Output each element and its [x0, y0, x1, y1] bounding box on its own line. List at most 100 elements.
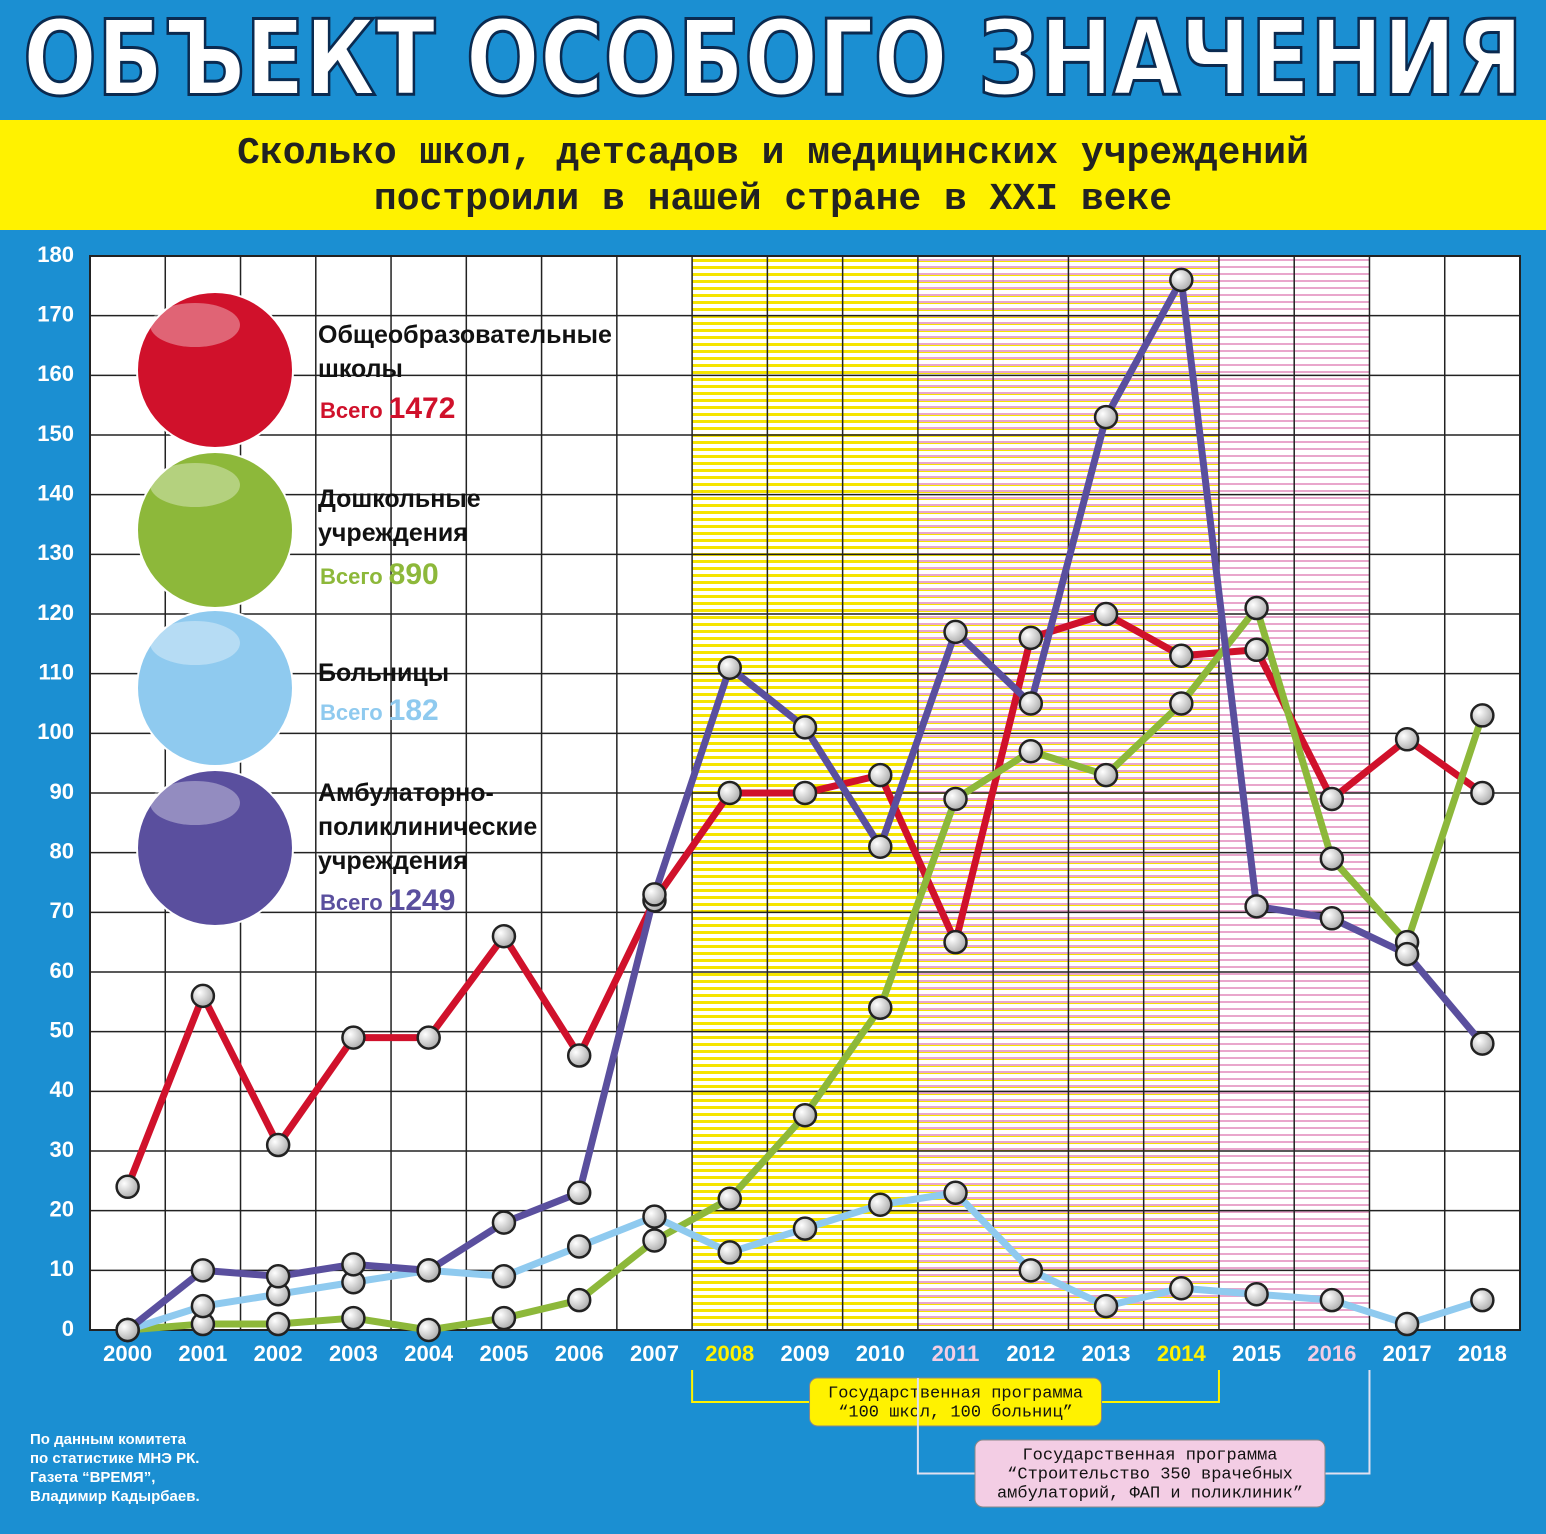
legend-label: Больницы — [318, 659, 450, 687]
data-point — [115, 1174, 140, 1200]
legend-name-box: Больницы — [318, 659, 450, 687]
legend-icon-shine — [150, 781, 240, 825]
subtitle-band — [0, 120, 1546, 230]
data-point — [1394, 1311, 1420, 1337]
data-point — [1244, 637, 1269, 663]
data-point — [190, 983, 216, 1009]
program-box — [974, 1439, 1326, 1508]
data-point — [566, 1287, 592, 1313]
data-point — [1093, 404, 1119, 430]
program-bracket — [691, 1370, 1220, 1403]
legend-total-value: 890 — [389, 558, 439, 591]
source-note: Газета “ВРЕМЯ”, — [30, 1469, 155, 1486]
data-point — [1169, 267, 1194, 293]
program-label: Государственная программа — [828, 1384, 1083, 1403]
data-point — [566, 1234, 592, 1259]
data-point — [1244, 894, 1269, 919]
legend-icon — [136, 609, 294, 767]
legend-total-label: Всего — [320, 398, 383, 423]
y-tick-label: 70 — [50, 898, 74, 923]
y-tick-label: 10 — [50, 1256, 74, 1281]
source-note: по статистике МНЭ РК. — [30, 1450, 199, 1467]
y-tick-label: 30 — [50, 1137, 74, 1162]
legend-name-box: Дошкольные учреждения — [318, 485, 481, 547]
program-label: “Строительство 350 врачебных — [1007, 1465, 1293, 1484]
source-note: По данным комитета — [30, 1431, 187, 1448]
data-point — [792, 1102, 818, 1128]
legend-label: Общеобразовательные школы — [318, 321, 612, 383]
data-point — [717, 1186, 742, 1211]
x-tick-label: 2000 — [103, 1341, 152, 1366]
program-box — [809, 1377, 1103, 1427]
data-point — [566, 1043, 592, 1068]
data-point — [642, 1204, 667, 1229]
data-point — [416, 1317, 441, 1343]
data-point — [1018, 691, 1044, 716]
chart-title: ОБЪЕКТ ОСОБОГО ЗНАЧЕНИЯ — [23, 0, 1523, 119]
y-tick-label: 170 — [37, 301, 74, 326]
y-tick-label: 140 — [37, 480, 74, 505]
y-tick-label: 80 — [50, 838, 74, 863]
data-point — [1244, 1281, 1269, 1307]
data-point — [1169, 1275, 1194, 1301]
legend-total-label: Всего — [320, 564, 383, 589]
data-point — [943, 929, 968, 955]
data-point — [642, 1228, 667, 1253]
legend-icon-shine — [150, 303, 240, 347]
data-point — [1093, 762, 1119, 788]
data-point — [491, 923, 517, 949]
x-tick-label: 2015 — [1232, 1341, 1281, 1366]
subtitle: построили в нашей стране в XXI веке — [374, 178, 1172, 221]
data-point — [868, 762, 893, 788]
y-tick-label: 100 — [37, 719, 74, 744]
legend-total-label: Всего — [320, 890, 383, 915]
x-tick-label: 2005 — [479, 1341, 528, 1366]
data-point — [341, 1025, 366, 1050]
data-point — [1470, 703, 1495, 728]
y-tick-label: 180 — [37, 242, 74, 267]
data-point — [265, 1132, 291, 1158]
y-tick-label: 90 — [50, 779, 74, 804]
data-point — [115, 1317, 140, 1343]
plot-frame — [89, 255, 1521, 1331]
y-tick-label: 40 — [50, 1077, 74, 1102]
y-tick-label: 20 — [50, 1196, 74, 1221]
legend-name-box: Амбулаторно-поликлинические учреждения — [318, 779, 537, 875]
y-tick-label: 160 — [37, 361, 74, 386]
data-point — [868, 1192, 893, 1217]
legend-total-value: 182 — [389, 694, 439, 727]
x-tick-label: 2008 — [705, 1341, 754, 1366]
data-point — [943, 786, 968, 812]
data-point — [792, 1216, 818, 1241]
data-point — [792, 715, 818, 740]
data-point — [1394, 941, 1420, 967]
data-point — [1244, 595, 1269, 621]
data-point — [190, 1258, 216, 1283]
data-point — [1319, 846, 1345, 871]
y-tick-label: 150 — [37, 421, 74, 446]
legend-total-value: 1472 — [389, 392, 456, 425]
x-tick-label: 2009 — [781, 1341, 830, 1366]
data-point — [265, 1311, 291, 1337]
data-point — [491, 1210, 517, 1235]
x-tick-label: 2004 — [404, 1341, 454, 1366]
x-tick-label: 2001 — [178, 1341, 227, 1366]
data-point — [1093, 601, 1119, 627]
x-tick-label: 2016 — [1307, 1341, 1356, 1366]
y-tick-label: 120 — [37, 600, 74, 625]
data-point — [190, 1293, 216, 1319]
legend-total-label: Всего — [320, 700, 383, 725]
data-point — [1018, 1258, 1044, 1283]
data-point — [1470, 1287, 1495, 1313]
x-tick-label: 2006 — [555, 1341, 604, 1366]
data-point — [1093, 1293, 1119, 1319]
data-point — [717, 780, 742, 806]
data-point — [566, 1180, 592, 1206]
x-tick-label: 2002 — [254, 1341, 303, 1366]
program-label: амбулаторий, ФАП и поликлиник” — [997, 1484, 1303, 1503]
x-tick-label: 2017 — [1383, 1341, 1432, 1366]
legend-icon-shine — [150, 621, 240, 665]
program-label: Государственная программа — [1022, 1446, 1277, 1465]
data-point — [1470, 780, 1495, 806]
